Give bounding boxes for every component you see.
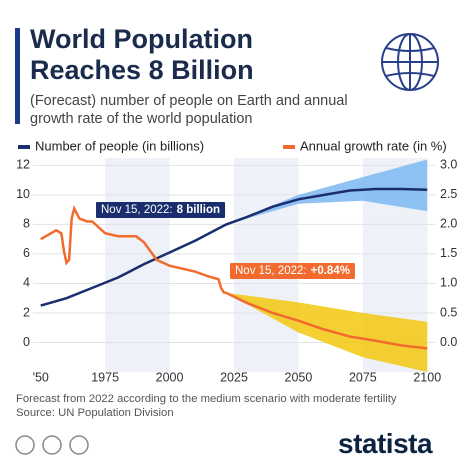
annotation: Nov 15, 2022: +0.84% [230,263,355,279]
brand: statista [338,428,433,459]
globe-icon [381,33,439,91]
y-tick-label: 0 [23,335,30,349]
annotation-text: Nov 15, 2022: 8 billion [101,204,220,216]
y2-tick-label: 0.5 [440,305,457,319]
plot-background [105,158,428,372]
shade-band [105,158,170,372]
x-tick-label: 2025 [220,370,248,384]
series-line [40,204,428,350]
annotation-emphasis: 8 billion [177,204,220,216]
y-tick-label: 2 [23,305,30,319]
x-tick-label: '50 [33,370,49,384]
uncertainty-band [226,292,428,372]
y-tick-label: 12 [16,158,30,172]
x-tick-label: 2050 [285,370,313,384]
x-tick-label: 2100 [413,370,441,384]
y2-tick-label: 0.0 [440,335,457,349]
annotation-emphasis: +0.84% [311,265,350,277]
shade-band [362,158,428,372]
y-tick-label: 8 [23,217,30,231]
shade-band [234,158,299,372]
uncertainty-band [226,159,428,225]
annotation-box [96,202,226,218]
annotation-label: Nov 15, 2022: [235,265,307,277]
y2-tick-label: 1.5 [440,246,457,260]
legend-swatch [283,145,295,149]
cc-icons [15,435,89,455]
y2-tick-label: 1.0 [440,276,457,290]
footer: Forecast from 2022 according to the medi… [16,392,397,420]
y2-tick-label: 3.0 [440,158,457,172]
legend-swatch [18,145,30,149]
x-tick-label: 2075 [349,370,377,384]
source: Source: UN Population Division [16,407,174,419]
legend-label: Annual growth rate (in %) [300,138,447,153]
x-tick-label: 2000 [156,370,184,384]
annotation: Nov 15, 2022: 8 billion [96,202,226,218]
y2-tick-label: 2.0 [440,217,457,231]
subtitle: (Forecast) number of people on Earth and… [30,93,348,127]
y2-tick-label: 2.5 [440,187,457,201]
annotation-box [230,263,355,279]
y-tick-label: 10 [16,187,30,201]
title: World Population Reaches 8 Billion [30,24,254,85]
x-tick-label: 1975 [91,370,119,384]
legend-label: Number of people (in billions) [35,138,204,153]
annotation-label: Nov 15, 2022: [101,204,173,216]
series-line [40,187,428,307]
y-tick-label: 6 [23,246,30,260]
note: Forecast from 2022 according to the medi… [16,393,397,405]
y-tick-label: 4 [23,276,30,290]
accent-bar [15,28,20,124]
annotation-text: Nov 15, 2022: +0.84% [235,265,350,277]
